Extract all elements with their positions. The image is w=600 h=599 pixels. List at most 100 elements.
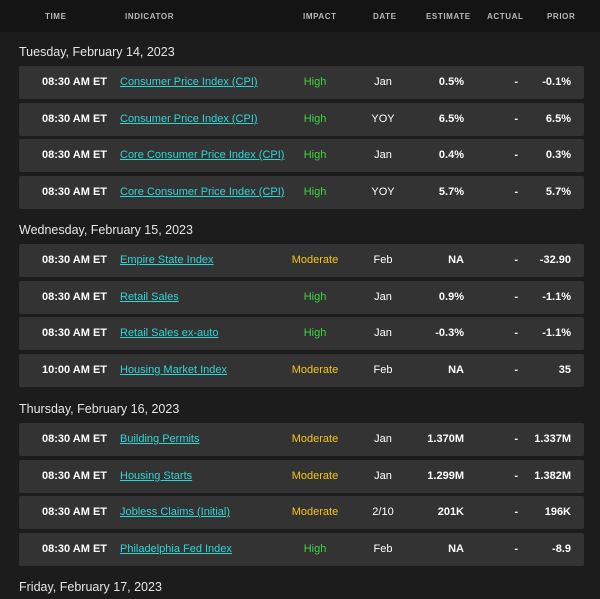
actual-cell: - [514,76,518,88]
actual-cell: - [514,254,518,266]
prior-cell: 1.337M [534,433,571,445]
impact-cell: Moderate [291,433,339,445]
estimate-cell: 1.370M [427,433,464,445]
column-header-estimate[interactable]: ESTIMATE [426,11,471,21]
time-cell: 08:30 AM ET [42,506,108,518]
prior-cell: 0.3% [545,149,571,161]
column-header-indicator[interactable]: INDICATOR [125,11,175,21]
date-cell: YOY [371,113,395,125]
table-row: 08:30 AM ET Housing Starts Moderate Jan 1.29… [19,460,584,493]
date-cell: Feb [373,543,393,555]
table-row: 08:30 AM ET Building Permits Moderate Jan 1.… [19,423,584,456]
estimate-cell: NA [448,543,464,555]
estimate-cell: 0.9% [438,291,464,303]
impact-cell: High [303,291,327,303]
date-cell: Jan [374,76,392,88]
actual-cell: - [514,291,518,303]
day-header: Tuesday, February 14, 2023 [19,45,175,59]
prior-cell: 6.5% [545,113,571,125]
prior-cell: -0.1% [542,76,571,88]
prior-cell: 196K [544,506,571,518]
time-cell: 08:30 AM ET [42,470,108,482]
impact-cell: High [303,149,327,161]
day-header: Thursday, February 16, 2023 [19,402,180,416]
estimate-cell: 1.299M [427,470,464,482]
impact-cell: High [303,186,327,198]
actual-cell: - [514,433,518,445]
date-cell: Jan [374,291,392,303]
impact-cell: Moderate [291,254,339,266]
indicator-link[interactable]: Consumer Price Index (CPI) [120,76,258,88]
estimate-cell: -0.3% [435,327,464,339]
time-cell: 08:30 AM ET [42,291,108,303]
indicator-link[interactable]: Jobless Claims (Initial) [120,506,231,518]
table-row: 08:30 AM ET Consumer Price Index (CPI) Hig… [19,103,584,136]
indicator-link[interactable]: Building Permits [120,433,200,445]
actual-cell: - [514,186,518,198]
estimate-cell: 0.5% [438,76,464,88]
date-cell: 2/10 [372,506,394,518]
date-cell: YOY [371,186,395,198]
table-row: 08:30 AM ET Retail Sales High Jan 0.9% - -1.1% [19,281,584,314]
column-header-prior[interactable]: PRIOR [547,11,576,21]
impact-cell: Moderate [291,506,339,518]
prior-cell: -1.1% [542,291,571,303]
estimate-cell: 201K [437,506,464,518]
actual-cell: - [514,113,518,125]
time-cell: 08:30 AM ET [42,113,108,125]
time-cell: 08:30 AM ET [42,186,108,198]
table-row: 08:30 AM ET Retail Sales ex-auto High Jan -0… [19,317,584,350]
impact-cell: High [303,76,327,88]
indicator-link[interactable]: Consumer Price Index (CPI) [120,113,258,125]
actual-cell: - [514,327,518,339]
actual-cell: - [514,506,518,518]
prior-cell: 35 [558,364,571,376]
actual-cell: - [514,470,518,482]
table-row: 08:30 AM ET Philadelphia Fed Index High Feb… [19,533,584,566]
estimate-cell: NA [448,364,464,376]
actual-cell: - [514,543,518,555]
table-row: 08:30 AM ET Core Consumer Price Index (CP… [19,139,584,172]
prior-cell: -1.1% [542,327,571,339]
date-cell: Jan [374,149,392,161]
day-header: Friday, February 17, 2023 [19,580,162,594]
table-row: 08:30 AM ET Consumer Price Index (CPI) Hig… [19,66,584,99]
impact-cell: High [303,327,327,339]
column-header-time[interactable]: TIME [45,11,67,21]
estimate-cell: 0.4% [438,149,464,161]
indicator-link[interactable]: Core Consumer Price Index (CPI) [120,149,285,161]
indicator-link[interactable]: Philadelphia Fed Index [120,543,232,555]
date-cell: Jan [374,470,392,482]
column-header-impact[interactable]: IMPACT [303,11,337,21]
indicator-link[interactable]: Empire State Index [120,254,214,266]
time-cell: 08:30 AM ET [42,149,108,161]
indicator-link[interactable]: Housing Starts [120,470,193,482]
impact-cell: High [303,543,327,555]
impact-cell: Moderate [291,470,339,482]
date-cell: Feb [373,364,393,376]
indicator-link[interactable]: Housing Market Index [120,364,227,376]
indicator-link[interactable]: Core Consumer Price Index (CPI) [120,186,285,198]
day-header: Wednesday, February 15, 2023 [19,223,193,237]
date-cell: Feb [373,254,393,266]
table-row: 08:30 AM ET Jobless Claims (Initial) Moder… [19,496,584,529]
impact-cell: Moderate [291,364,339,376]
table-row: 10:00 AM ET Housing Market Index Moderate F… [19,354,584,387]
indicator-link[interactable]: Retail Sales ex-auto [120,327,219,339]
prior-cell: 1.382M [534,470,571,482]
impact-cell: High [303,113,327,125]
estimate-cell: 5.7% [438,186,464,198]
actual-cell: - [514,149,518,161]
time-cell: 08:30 AM ET [42,76,108,88]
column-header-actual[interactable]: ACTUAL [487,11,524,21]
time-cell: 08:30 AM ET [42,327,108,339]
actual-cell: - [514,364,518,376]
date-cell: Jan [374,327,392,339]
time-cell: 08:30 AM ET [42,543,108,555]
table-row: 08:30 AM ET Core Consumer Price Index (CP… [19,176,584,209]
column-header-date[interactable]: DATE [373,11,397,21]
indicator-link[interactable]: Retail Sales [120,291,179,303]
time-cell: 08:30 AM ET [42,433,108,445]
prior-cell: -32.90 [539,254,571,266]
